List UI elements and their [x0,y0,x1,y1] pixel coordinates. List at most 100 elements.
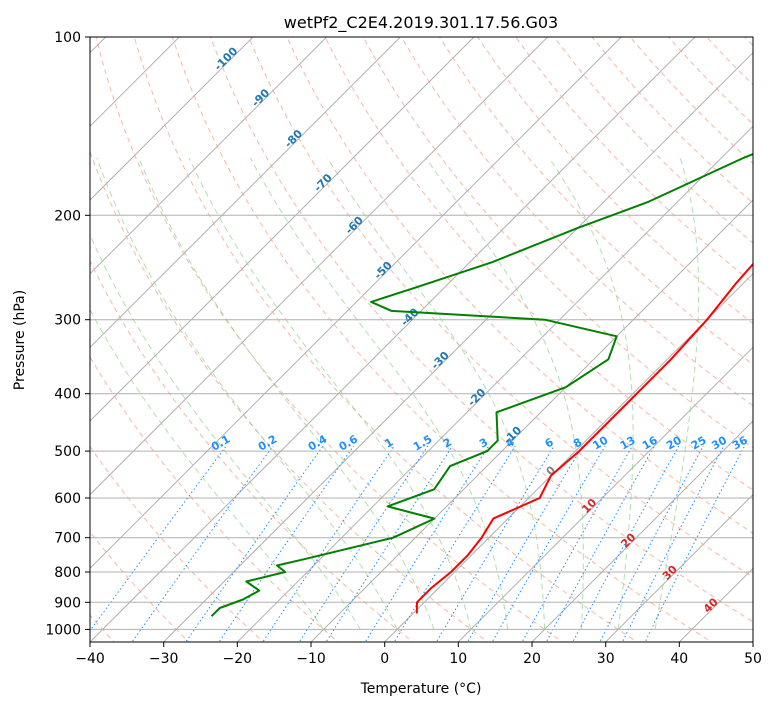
mixing-ratio-line [644,445,746,642]
x-tick-label: 20 [523,651,541,667]
dry-adiabat-label: -100 [212,44,241,73]
mixing-ratio-line [545,445,656,642]
dry-adiabat-label: -10 [501,424,524,447]
dry-adiabat-label: 10 [579,496,599,516]
mixing-ratio-line [491,445,606,642]
y-axis-title: Pressure (hPa) [12,290,28,390]
dry-adiabat-line [668,37,753,125]
isotherm-line [383,272,753,642]
isotherm-line [162,51,753,642]
dry-adiabat-label: 30 [660,562,680,582]
x-tick-label: 40 [670,651,688,667]
isotherm-line [90,37,181,128]
x-tick-label: −10 [296,651,326,667]
y-tick-label: 200 [54,208,81,224]
isotherm-line [90,37,328,275]
dewpoint-profile-line [210,153,753,617]
isotherm-line [678,567,753,642]
x-tick-label: 10 [449,651,467,667]
dry-adiabat-line [171,37,713,642]
moist-adiabat-line [249,157,509,630]
dry-adiabat-line [95,37,564,642]
x-tick-label: −40 [75,651,105,667]
dry-adiabat-label: 40 [701,595,721,615]
mixing-ratio-line [393,445,516,642]
dry-adiabat-line [591,37,753,204]
mixing-ratio-line [298,445,429,642]
isotherm-line [457,346,753,642]
y-tick-label: 400 [54,387,81,403]
mixing-ratio-line [131,445,274,642]
mixing-ratio-label: 3 [477,436,490,451]
dry-adiabat-label: -30 [429,349,452,372]
y-tick-label: 700 [54,531,81,547]
mixing-ratio-line [599,445,704,642]
dry-adiabat-line [515,37,753,284]
dry-adiabat-line [324,37,753,491]
y-tick-label: 600 [54,491,81,507]
mixing-ratio-label: 16 [640,433,660,452]
x-tick-label: −30 [149,651,179,667]
dry-adiabat-label: -60 [343,214,366,237]
isotherm-line [752,641,753,642]
dry-adiabat-label: -90 [249,86,272,109]
dry-adiabat-line [362,37,753,449]
isotherm-line [90,37,402,349]
mixing-ratio-label: 1.5 [411,433,434,454]
isotherm-line [90,37,475,422]
dry-adiabat-line [133,37,638,642]
y-tick-label: 900 [54,595,81,611]
dry-adiabat-line [553,37,753,244]
y-tick-label: 500 [54,444,81,460]
dry-adiabat-line [90,531,190,642]
mixing-ratio-line [325,445,454,642]
y-tick-label: 300 [54,313,81,329]
background-lines [90,37,753,642]
moist-adiabat-line [425,157,584,630]
dry-adiabat-line [400,37,753,407]
y-axis: 100 200 300 400 500 600 700 800 900 1000 [45,30,90,638]
plot-frame [89,36,754,643]
mixing-ratio-label: 25 [689,434,709,453]
isotherm-line [310,199,753,642]
mixing-ratio-label: 30 [709,433,729,452]
x-axis: −40 −30 −20 −10 0 10 20 30 40 50 [75,642,762,667]
dry-adiabat-label: -80 [282,127,305,150]
x-axis-title: Temperature (°C) [360,681,482,697]
x-tick-label: 50 [744,651,762,667]
isotherm-line [531,420,753,642]
dry-adiabat-line [210,37,753,623]
isotherm-line [90,37,696,642]
mixing-ratio-line [466,445,584,642]
pressure-gridlines [90,37,753,630]
dry-adiabat-line [438,37,753,366]
profile-lines [210,153,753,617]
mixing-ratio-label: 0.2 [256,433,279,454]
dry-adiabat-line [744,37,753,47]
mixing-ratio-label: 20 [664,433,684,452]
mixing-ratio-line [364,445,490,642]
x-tick-label: 0 [380,651,389,667]
isotherm-line [236,125,753,642]
isotherm-line [90,37,254,201]
dry-adiabat-line [286,37,753,534]
isotherm-line [604,493,753,642]
dry-adiabat-line [90,150,489,642]
dry-adiabat-label: -20 [465,386,488,409]
mixing-ratio-label: 0.6 [337,432,361,453]
mixing-ratio-line [572,445,680,642]
isotherm-line [90,37,549,496]
background-line-labels: 0.1 0.2 0.4 0.6 1 1.5 2 3 4 6 8 10 13 16 20 25 30 36-100-… [209,44,750,615]
dry-adiabat-line [477,37,753,325]
mixing-ratio-label: 36 [730,433,750,452]
mixing-ratio-label: 6 [543,435,556,450]
mixing-ratio-line [185,445,324,642]
dry-adiabat-label: -50 [372,258,395,281]
chart-title: wetPf2_C2E4.2019.301.17.56.G03 [284,13,558,33]
x-tick-label: 30 [597,651,615,667]
x-tick-label: −20 [223,651,253,667]
y-tick-label: 100 [54,30,81,46]
isotherm-line [90,37,623,570]
dry-adiabat-label: -40 [398,305,421,328]
